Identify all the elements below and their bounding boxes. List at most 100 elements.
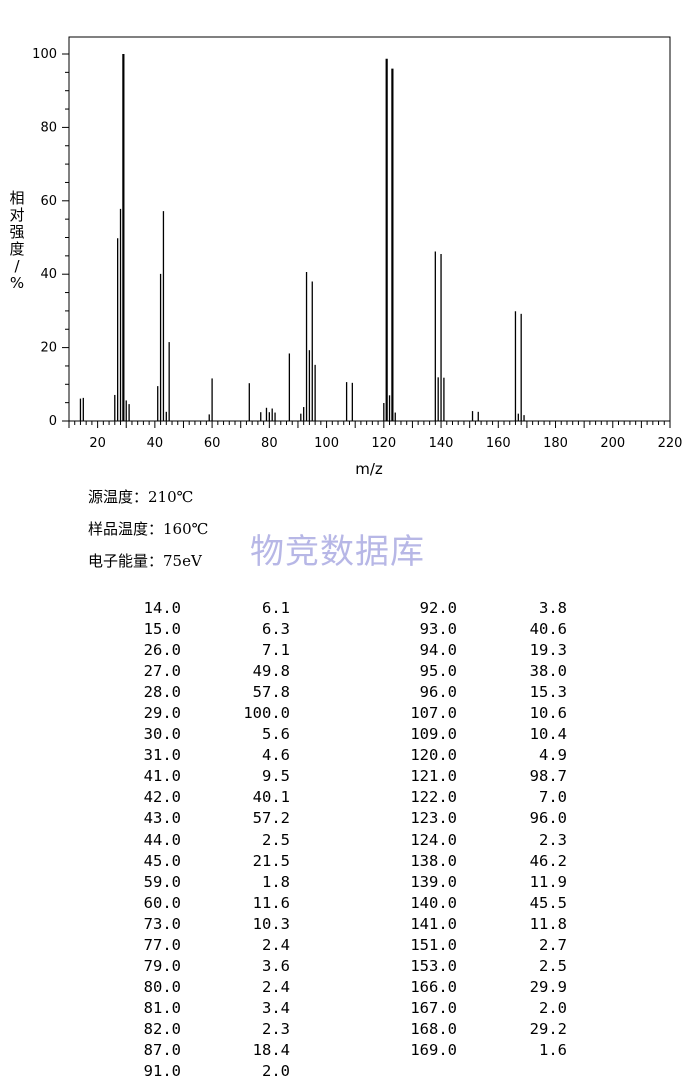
y-tick-label: 60 xyxy=(40,194,57,209)
peak-mz: 59.0 xyxy=(143,872,181,891)
peak-abundance: 6.1 xyxy=(262,599,290,617)
watermark-text: 物竞数据库 xyxy=(250,532,425,572)
peak-abundance: 2.0 xyxy=(539,998,567,1017)
sample-temperature: 样品温度：160℃ xyxy=(88,520,209,538)
peak-mz: 123.0 xyxy=(410,809,457,828)
peak-mz: 124.0 xyxy=(410,830,457,849)
peak-mz: 28.0 xyxy=(143,683,181,702)
peak-mz: 79.0 xyxy=(143,956,181,975)
peak-mz: 167.0 xyxy=(410,998,457,1017)
peak-mz: 107.0 xyxy=(410,704,457,723)
peak-abundance: 100.0 xyxy=(243,704,290,723)
peak-mz: 121.0 xyxy=(410,767,457,786)
peak-abundance: 45.5 xyxy=(529,893,567,912)
peak-abundance: 10.4 xyxy=(529,725,567,744)
x-tick-label: 180 xyxy=(543,436,568,451)
peak-mz: 87.0 xyxy=(143,1040,181,1059)
peak-mz: 27.0 xyxy=(143,662,181,681)
x-tick-label: 140 xyxy=(429,436,454,451)
peak-mz: 15.0 xyxy=(143,620,181,639)
peak-mz: 42.0 xyxy=(143,788,181,807)
peak-mz: 77.0 xyxy=(143,935,181,954)
peak-mz: 14.0 xyxy=(143,599,181,617)
peak-abundance: 3.8 xyxy=(539,599,567,617)
peak-abundance: 11.6 xyxy=(252,893,290,912)
peak-mz: 41.0 xyxy=(143,767,181,786)
x-axis: 20 40 60 80 100 120 140 160 180 200 220 xyxy=(68,421,682,451)
y-axis-title-char: 度 xyxy=(9,240,25,258)
peak-mz: 96.0 xyxy=(419,683,457,702)
peak-abundance: 38.0 xyxy=(529,662,567,681)
peak-abundance: 46.2 xyxy=(529,851,567,870)
y-axis-title-char: 对 xyxy=(9,206,25,224)
peak-abundance: 9.5 xyxy=(262,767,290,786)
peak-mz: 26.0 xyxy=(143,641,181,660)
peak-abundance: 5.6 xyxy=(262,725,290,744)
peak-mz: 122.0 xyxy=(410,788,457,807)
y-axis-title-char: / xyxy=(14,257,20,275)
peak-abundance: 96.0 xyxy=(529,809,567,828)
peak-mz: 73.0 xyxy=(143,914,181,933)
peak-mz: 44.0 xyxy=(143,830,181,849)
peak-mz: 81.0 xyxy=(143,998,181,1017)
peak-abundance: 1.6 xyxy=(539,1040,567,1059)
peak-abundance: 2.0 xyxy=(262,1062,290,1081)
x-tick-label: 40 xyxy=(147,436,164,451)
peak-mz: 140.0 xyxy=(410,893,457,912)
peak-abundance: 11.9 xyxy=(529,872,567,891)
peak-abundance: 57.2 xyxy=(252,809,290,828)
peak-abundance: 7.0 xyxy=(539,788,567,807)
peak-mz: 141.0 xyxy=(410,914,457,933)
peak-mz: 91.0 xyxy=(143,1062,181,1081)
peak-mz: 92.0 xyxy=(419,599,457,617)
peak-abundance: 2.4 xyxy=(262,977,290,996)
peak-abundance: 2.7 xyxy=(539,935,567,954)
x-tick-label: 80 xyxy=(261,436,278,451)
peak-mz: 43.0 xyxy=(143,809,181,828)
y-axis: 0 20 40 60 80 100 xyxy=(32,47,69,429)
peak-mz: 82.0 xyxy=(143,1019,181,1038)
y-tick-label: 0 xyxy=(49,414,57,429)
peak-abundance: 2.5 xyxy=(262,830,290,849)
peak-mz: 95.0 xyxy=(419,662,457,681)
peak-abundance: 21.5 xyxy=(252,851,290,870)
peak-mz: 45.0 xyxy=(143,851,181,870)
x-tick-label: 20 xyxy=(89,436,106,451)
peak-abundance: 40.1 xyxy=(252,788,290,807)
peak-abundance: 19.3 xyxy=(529,641,567,660)
peak-abundance: 7.1 xyxy=(262,641,290,660)
peak-abundance: 57.8 xyxy=(252,683,290,702)
peak-abundance: 3.4 xyxy=(262,998,290,1017)
peak-abundance: 49.8 xyxy=(252,662,290,681)
peak-abundance: 98.7 xyxy=(529,767,567,786)
peak-mz: 80.0 xyxy=(143,977,181,996)
peak-abundance: 11.8 xyxy=(529,914,567,933)
peak-abundance: 3.6 xyxy=(262,956,290,975)
peak-mz: 29.0 xyxy=(143,704,181,723)
peak-abundance: 2.3 xyxy=(539,830,567,849)
y-tick-label: 20 xyxy=(40,341,57,356)
peak-abundance: 10.6 xyxy=(529,704,567,723)
x-tick-label: 100 xyxy=(314,436,339,451)
peak-mz: 31.0 xyxy=(143,746,181,765)
y-axis-title: 相对强度 /% xyxy=(8,190,26,292)
peak-mz: 139.0 xyxy=(410,872,457,891)
x-tick-label: 200 xyxy=(600,436,625,451)
y-axis-title-char: % xyxy=(9,274,25,292)
spectrum-bars xyxy=(79,54,525,421)
x-tick-label: 60 xyxy=(204,436,221,451)
peak-abundance: 2.3 xyxy=(262,1019,290,1038)
peak-mz: 168.0 xyxy=(410,1019,457,1038)
x-tick-label: 120 xyxy=(371,436,396,451)
peak-abundance: 29.2 xyxy=(529,1019,567,1038)
peak-abundance: 29.9 xyxy=(529,977,567,996)
peak-abundance: 15.3 xyxy=(529,683,567,702)
peak-abundance: 2.5 xyxy=(539,956,567,975)
peak-mz: 153.0 xyxy=(410,956,457,975)
peak-mz: 30.0 xyxy=(143,725,181,744)
y-tick-label: 80 xyxy=(40,120,57,135)
peak-abundance: 4.9 xyxy=(539,746,567,765)
peak-abundance: 18.4 xyxy=(252,1040,290,1059)
y-tick-label: 40 xyxy=(40,267,57,282)
